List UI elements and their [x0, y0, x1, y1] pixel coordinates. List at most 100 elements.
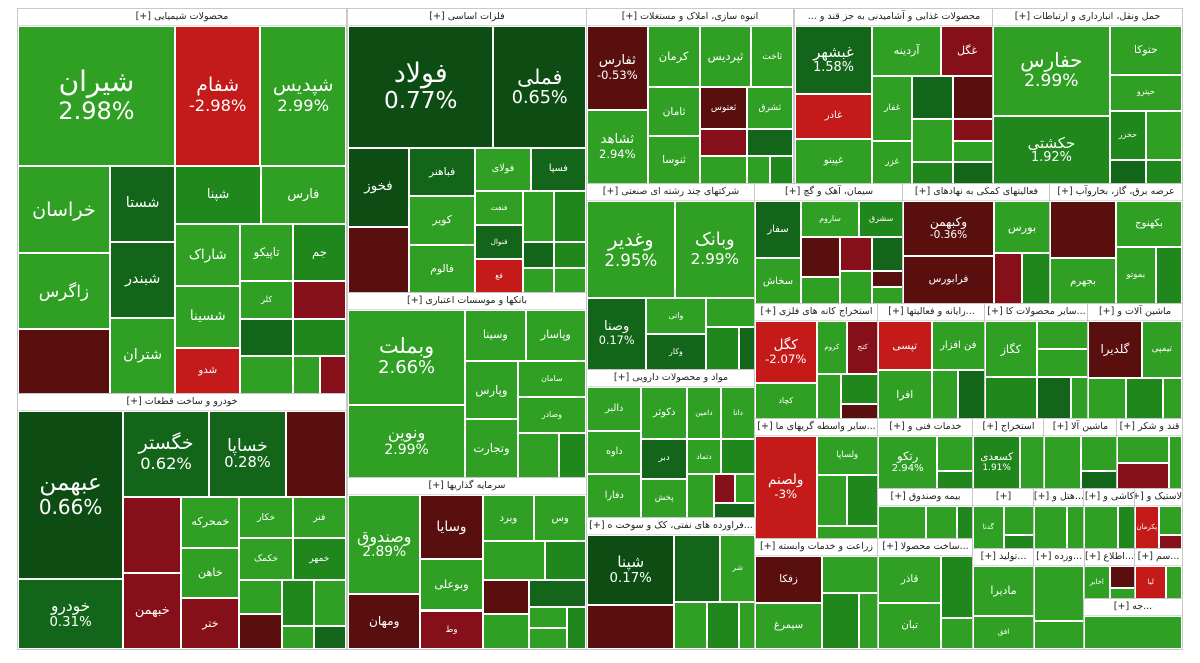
stock-tile[interactable]: فالوم: [408, 244, 476, 293]
stock-tile[interactable]: فرابورس: [903, 256, 994, 304]
stock-tile[interactable]: دکوثر: [641, 387, 687, 440]
stock-tile[interactable]: [314, 579, 346, 626]
stock-tile[interactable]: [282, 579, 315, 626]
stock-tile[interactable]: [674, 535, 721, 602]
sector-header[interactable]: فلزات اساسی [+]: [348, 9, 586, 26]
stock-tile[interactable]: آردینه: [872, 26, 942, 77]
stock-tile[interactable]: [912, 119, 953, 163]
stock-tile[interactable]: [705, 326, 739, 370]
stock-tile[interactable]: [941, 556, 973, 618]
stock-tile[interactable]: [123, 496, 182, 573]
stock-tile[interactable]: افرا: [878, 370, 932, 419]
stock-tile[interactable]: [314, 625, 346, 649]
stock-tile[interactable]: غپینو: [795, 138, 872, 184]
stock-tile[interactable]: [528, 579, 586, 608]
stock-tile[interactable]: [840, 270, 872, 304]
stock-tile[interactable]: [522, 191, 555, 243]
stock-tile[interactable]: وتجارت: [465, 419, 518, 478]
stock-tile[interactable]: تاپیکو: [240, 224, 294, 281]
stock-tile[interactable]: [840, 237, 872, 271]
stock-tile[interactable]: غادر: [795, 93, 872, 139]
stock-tile[interactable]: کلر: [240, 280, 294, 319]
stock-tile[interactable]: [952, 140, 993, 163]
stock-tile[interactable]: افق: [973, 615, 1034, 649]
stock-tile[interactable]: [1044, 436, 1081, 489]
stock-tile[interactable]: ثشرق: [746, 87, 793, 129]
stock-tile[interactable]: شفام -2.98%: [174, 26, 261, 166]
stock-tile[interactable]: [937, 436, 973, 472]
stock-tile[interactable]: گلدیرا: [1088, 321, 1142, 379]
stock-tile[interactable]: بجهرم: [1050, 258, 1116, 304]
stock-tile[interactable]: وغدیر 2.95%: [587, 201, 675, 299]
stock-tile[interactable]: گدنا: [973, 506, 1004, 549]
stock-tile[interactable]: [700, 128, 747, 157]
stock-tile[interactable]: ختر: [181, 598, 240, 649]
stock-tile[interactable]: فملی 0.65%: [493, 26, 586, 148]
stock-tile[interactable]: دفارا: [587, 474, 642, 518]
stock-tile[interactable]: [994, 252, 1022, 304]
stock-tile[interactable]: [1109, 566, 1135, 588]
stock-tile[interactable]: حتوکا: [1109, 26, 1182, 75]
stock-tile[interactable]: [1034, 566, 1084, 622]
stock-tile[interactable]: ومهان: [348, 594, 421, 649]
stock-tile[interactable]: حپترو: [1109, 74, 1182, 112]
stock-tile[interactable]: [1088, 378, 1126, 419]
stock-tile[interactable]: داوه: [587, 430, 642, 475]
stock-tile[interactable]: قاذر: [878, 556, 942, 603]
stock-tile[interactable]: سامان: [517, 360, 586, 397]
sector-header[interactable]: ...هتل و [+]: [1034, 489, 1084, 506]
sector-header[interactable]: [+]: [973, 489, 1034, 506]
stock-tile[interactable]: سفار: [755, 201, 801, 259]
stock-tile[interactable]: وبانک 2.99%: [674, 201, 755, 299]
stock-tile[interactable]: شستا: [109, 165, 176, 242]
stock-tile[interactable]: خراسان: [18, 165, 110, 253]
stock-tile[interactable]: [554, 267, 586, 293]
stock-tile[interactable]: [738, 326, 755, 370]
stock-tile[interactable]: کگل -2.07%: [755, 321, 817, 384]
sector-header[interactable]: ماشین آلا [+]: [1044, 419, 1117, 436]
stock-tile[interactable]: [517, 432, 559, 478]
stock-tile[interactable]: سیمرغ: [755, 602, 823, 649]
stock-tile[interactable]: ثپردیس: [699, 26, 752, 88]
stock-tile[interactable]: کسعدی 1.91%: [973, 436, 1021, 489]
stock-tile[interactable]: [800, 237, 841, 278]
stock-tile[interactable]: [1050, 201, 1116, 259]
stock-tile[interactable]: [925, 506, 958, 539]
sector-header[interactable]: ...سایر محصولات کا [+]: [985, 304, 1088, 321]
stock-tile[interactable]: [522, 242, 555, 268]
stock-tile[interactable]: دتماد: [686, 439, 721, 475]
stock-tile[interactable]: ثامان: [647, 87, 701, 136]
stock-tile[interactable]: [1036, 349, 1088, 377]
stock-tile[interactable]: [912, 76, 953, 120]
stock-tile[interactable]: وسایا: [420, 495, 483, 560]
stock-tile[interactable]: وبوعلی: [420, 559, 483, 611]
stock-tile[interactable]: وصنا 0.17%: [587, 298, 647, 370]
stock-tile[interactable]: وکبهمن -0.36%: [903, 201, 994, 257]
sector-header[interactable]: ...فراورده های نفتی، کک و سوخت ه [+]: [587, 518, 755, 535]
stock-tile[interactable]: شر: [720, 535, 755, 602]
stock-tile[interactable]: وط: [420, 610, 483, 649]
sector-header[interactable]: قند و شکر [+]: [1117, 419, 1182, 436]
stock-tile[interactable]: [18, 328, 110, 394]
sector-header[interactable]: بانکها و موسسات اعتباری [+]: [348, 293, 586, 310]
stock-tile[interactable]: [1084, 506, 1118, 549]
stock-tile[interactable]: [293, 318, 346, 357]
stock-tile[interactable]: غفار: [872, 76, 913, 141]
stock-tile[interactable]: [528, 607, 567, 629]
stock-tile[interactable]: شپدیس 2.99%: [260, 26, 346, 166]
stock-tile[interactable]: کگاز: [985, 321, 1037, 377]
stock-tile[interactable]: [1109, 588, 1135, 599]
stock-tile[interactable]: کچاد: [755, 383, 817, 419]
stock-tile[interactable]: [847, 474, 878, 527]
stock-tile[interactable]: فولاد 0.77%: [348, 26, 494, 148]
stock-tile[interactable]: فنوال: [475, 225, 523, 260]
sector-header[interactable]: مواد و محصولات دارویی [+]: [587, 370, 755, 387]
stock-tile[interactable]: [319, 356, 346, 394]
sector-header[interactable]: محصولات شیمیایی [+]: [18, 9, 346, 26]
stock-tile[interactable]: دبر: [641, 439, 687, 479]
stock-tile[interactable]: [871, 270, 903, 288]
sector-header[interactable]: حمل ونقل، انبارداری و ارتباطات [+]: [993, 9, 1182, 26]
stock-tile[interactable]: [700, 156, 747, 184]
stock-tile[interactable]: [1163, 378, 1182, 419]
stock-tile[interactable]: شبندر: [109, 241, 176, 318]
